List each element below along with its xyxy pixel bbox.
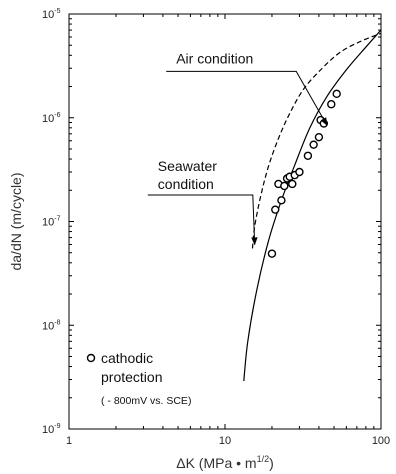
y-tick-label: 10-6 bbox=[42, 112, 61, 125]
seawater-label-line1: Seawater bbox=[158, 158, 217, 174]
x-tick-label: 10 bbox=[219, 435, 231, 447]
data-point bbox=[288, 179, 297, 189]
x-tick-label: 100 bbox=[372, 435, 390, 447]
x-tick-label: 1 bbox=[66, 435, 72, 447]
data-point bbox=[267, 249, 277, 258]
y-tick-label: 10-7 bbox=[42, 216, 61, 229]
plot-axes bbox=[68, 13, 382, 430]
plot-frame bbox=[68, 13, 382, 430]
y-axis-label: da/dN (m/cycle) bbox=[8, 172, 24, 270]
legend: cathodic protection ( - 800mV vs. SCE) bbox=[86, 350, 191, 407]
legend-note: ( - 800mV vs. SCE) bbox=[101, 395, 191, 407]
seawater-label-line2: condition bbox=[158, 176, 214, 192]
legend-label-line1: cathodic bbox=[101, 350, 153, 366]
x-axis-label: ΔK (MPa • m1/2) bbox=[176, 454, 274, 471]
data-point bbox=[314, 132, 324, 142]
data-point bbox=[303, 151, 313, 160]
data-point bbox=[277, 196, 286, 205]
axis-ticks: 1 10 100 10-9 10-8 10-7 10-6 10-5 bbox=[42, 8, 390, 447]
legend-label-line2: protection bbox=[101, 369, 162, 385]
solid-curve bbox=[243, 29, 382, 382]
dashed-curve bbox=[251, 32, 382, 249]
y-tick-label: 10-9 bbox=[42, 423, 61, 436]
annotations: Air condition Seawater condition bbox=[147, 50, 328, 246]
legend-marker-icon bbox=[86, 353, 96, 363]
y-tick-label: 10-8 bbox=[42, 319, 61, 332]
data-point bbox=[327, 100, 336, 109]
axis-labels: ΔK (MPa • m1/2) da/dN (m/cycle) bbox=[8, 172, 274, 471]
data-point bbox=[271, 205, 280, 214]
seawater-condition-arrow bbox=[147, 194, 258, 246]
data-series bbox=[243, 29, 382, 382]
air-condition-label: Air condition bbox=[176, 50, 253, 66]
data-point bbox=[280, 181, 289, 191]
data-point bbox=[295, 167, 304, 177]
data-point bbox=[309, 140, 318, 149]
air-condition-arrow bbox=[166, 70, 328, 126]
data-point bbox=[332, 89, 341, 99]
y-tick-label: 10-5 bbox=[42, 8, 61, 21]
